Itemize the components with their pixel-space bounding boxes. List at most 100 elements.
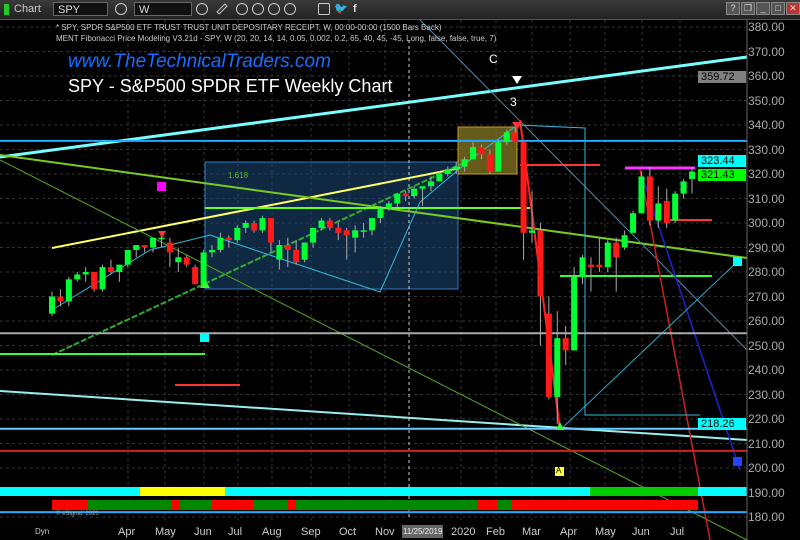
indicator-bar-top-green (590, 487, 698, 496)
candle-down (537, 230, 544, 297)
x-tick-label: Nov (375, 526, 395, 538)
level-price-tag: 323.44 (698, 155, 746, 167)
candle-up (242, 223, 249, 228)
candle-up (150, 237, 157, 248)
y-tick-label: 250.00 (748, 338, 785, 353)
play-icon[interactable] (252, 3, 264, 15)
candle-up (360, 230, 367, 232)
symbol-input[interactable]: SPY (53, 2, 108, 16)
candle-up (461, 159, 468, 167)
study-icon[interactable] (236, 3, 248, 15)
candle-up (630, 213, 637, 233)
candles (49, 127, 695, 424)
down-triangle-marker (158, 231, 166, 238)
maximize-button[interactable]: □ (771, 2, 785, 15)
chain-icon[interactable] (284, 3, 296, 15)
candle-up (495, 142, 502, 172)
ribbon-segment (478, 500, 497, 510)
chart-title: SPY - S&P500 SPDR ETF Weekly Chart (68, 76, 393, 96)
candle-up (444, 169, 451, 174)
y-tick-label: 330.00 (748, 142, 785, 157)
lower-channel-line (0, 390, 748, 441)
candle-down (326, 220, 333, 228)
candle-up (99, 267, 106, 290)
y-tick-label: 310.00 (748, 191, 785, 206)
candle-up (49, 296, 55, 314)
ribbon-segment (180, 500, 212, 510)
dyn-button[interactable]: Dyn (35, 527, 50, 536)
indicator-bar-bottom (52, 500, 698, 510)
facebook-icon[interactable]: f (353, 3, 357, 15)
candle-up (579, 257, 586, 277)
candle-up (318, 220, 325, 228)
candle-down (587, 264, 594, 268)
twitter-icon[interactable]: 🐦 (334, 3, 348, 15)
y-tick-label: 180.00 (748, 510, 785, 524)
comment-icon[interactable] (318, 3, 330, 15)
y-tick-label: 260.00 (748, 314, 785, 328)
candle-up (259, 218, 266, 231)
candle-down (284, 245, 291, 250)
alert-icon[interactable] (268, 3, 280, 15)
down-triangle-marker (512, 122, 522, 130)
magenta-marker (157, 182, 166, 191)
y-tick-label: 200.00 (748, 461, 785, 475)
candle-down (183, 257, 190, 265)
y-tick-label: 190.00 (748, 485, 785, 500)
close-button[interactable]: ✕ (786, 2, 800, 15)
candle-up (680, 181, 687, 194)
y-tick-label: 300.00 (748, 216, 785, 230)
link-window-button[interactable]: ❐ (741, 2, 755, 15)
candle-up (621, 235, 628, 248)
candle-up (638, 176, 645, 214)
candle-up (175, 257, 182, 263)
minimize-button[interactable]: _ (756, 2, 770, 15)
indicator-bar-top (0, 487, 747, 496)
candle-down (663, 200, 670, 223)
candle-up (655, 203, 662, 221)
candle-up (672, 193, 679, 221)
trend-lines (0, 20, 748, 540)
wave-marker-triangle (512, 76, 522, 84)
candle-down (57, 296, 64, 302)
study-info: MENT Fibonacci Price Modeling V3.21d - S… (56, 34, 497, 43)
candle-up (209, 249, 215, 253)
candle-down (646, 176, 653, 221)
candle-up (571, 276, 578, 351)
candle-up (234, 227, 241, 241)
y-tick-label: 360.00 (748, 69, 785, 83)
y-tick-label: 240.00 (748, 363, 785, 377)
clock-icon[interactable] (196, 3, 208, 15)
y-tick-label: 350.00 (748, 93, 785, 108)
candle-up (377, 208, 384, 219)
up-triangle-marker (200, 280, 210, 288)
ribbon-segment (254, 500, 288, 510)
y-tick-label: 280.00 (748, 265, 785, 279)
candle-up (310, 227, 317, 243)
candle-up (394, 193, 401, 204)
up-triangle-marker (556, 422, 564, 430)
wave-c-label: C (489, 52, 498, 66)
help-button[interactable]: ? (726, 2, 740, 15)
ribbon-segment (212, 500, 254, 510)
candle-down (486, 154, 493, 172)
wave-3-label: 3 (510, 95, 517, 109)
last-price-tag: 359.72 (698, 71, 746, 83)
link-icon[interactable] (115, 3, 127, 15)
fib-level-label: 1.618 (228, 171, 249, 180)
candle-up (158, 237, 165, 240)
interval-select[interactable]: W (134, 2, 192, 16)
red-projection-line (639, 169, 711, 540)
pencil-icon[interactable] (216, 3, 228, 15)
candle-down (520, 142, 527, 233)
candle-up (276, 245, 283, 260)
support-price-tag: 218.26 (698, 418, 746, 430)
cyan-marker (733, 257, 742, 266)
cursor-date-label: 11/25/2019 (402, 525, 444, 538)
candle-up (529, 230, 535, 233)
price-chart[interactable] (0, 20, 800, 540)
x-tick-label: May (155, 526, 176, 538)
ribbon-segment (512, 500, 698, 510)
candle-down (343, 230, 350, 236)
candle-up (352, 230, 359, 238)
